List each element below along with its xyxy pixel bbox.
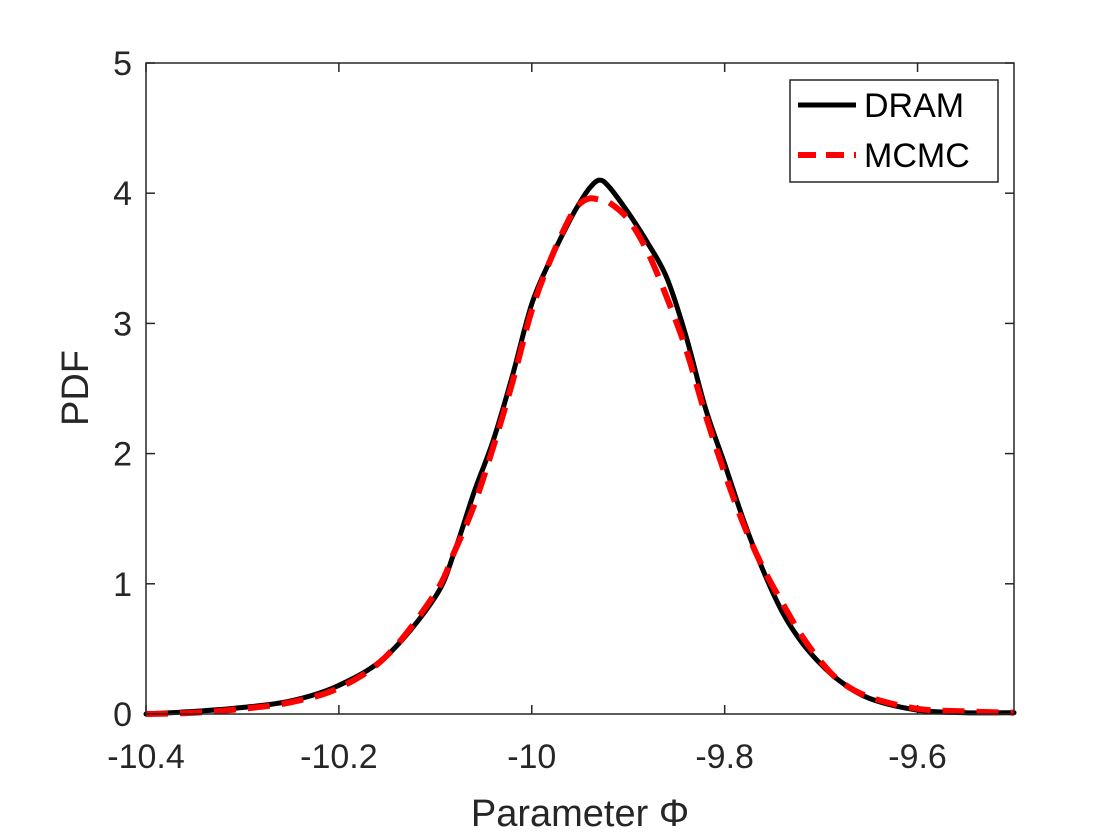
y-tick-label: 0: [113, 696, 132, 734]
y-axis-label: PDF: [55, 350, 97, 426]
legend-box: [789, 79, 999, 183]
y-tick-label: 1: [113, 566, 132, 604]
legend-label-dram: DRAM: [864, 87, 964, 125]
y-tick-label: 4: [113, 175, 132, 213]
x-tick-label: -10.4: [107, 738, 185, 776]
x-axis-label: Parameter Φ: [471, 793, 689, 835]
plot-frame: [145, 62, 1015, 715]
x-tick-label: -10: [507, 738, 556, 776]
legend-label-mcmc: MCMC: [864, 137, 970, 175]
legend: DRAM MCMC: [789, 79, 999, 183]
tick-labels: -10.4 -10.2 -10 -9.8 -9.6 0 1 2 3 4 5: [107, 45, 947, 776]
y-tick-label: 5: [113, 45, 132, 83]
series-line-mcmc: [145, 195, 1015, 717]
series-layer: [143, 177, 1017, 717]
x-tick-label: -9.6: [888, 738, 947, 776]
x-tick-label: -9.8: [695, 738, 754, 776]
x-tick-label: -10.2: [300, 738, 378, 776]
y-tick-label: 2: [113, 436, 132, 474]
y-tick-label: 3: [113, 305, 132, 343]
